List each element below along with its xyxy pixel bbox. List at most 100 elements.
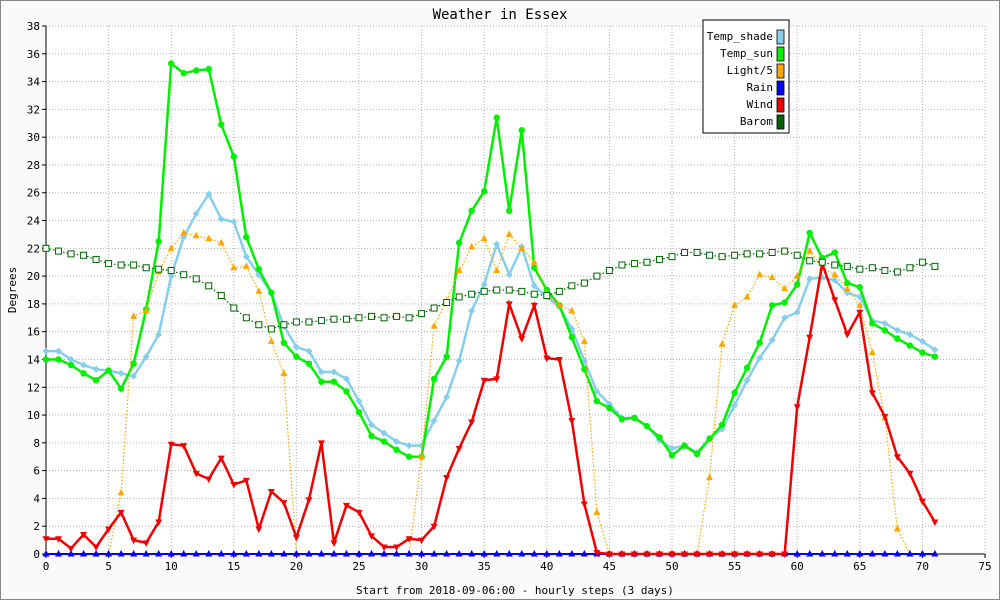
data-point <box>67 355 75 363</box>
data-point <box>580 501 588 508</box>
y-tick-label: 4 <box>33 492 40 505</box>
data-point <box>368 312 376 320</box>
data-point <box>843 331 851 339</box>
data-point <box>768 336 776 344</box>
data-point <box>117 385 125 392</box>
data-point <box>443 475 451 482</box>
data-point <box>706 473 714 481</box>
data-point <box>217 215 225 223</box>
data-point <box>580 337 588 344</box>
data-point <box>142 540 150 547</box>
data-point <box>317 317 325 325</box>
data-point <box>167 272 175 280</box>
data-point <box>856 284 863 291</box>
data-point <box>806 257 814 265</box>
data-point <box>756 270 764 278</box>
data-point <box>918 498 926 506</box>
data-point <box>267 325 275 333</box>
data-point <box>844 279 851 287</box>
data-point <box>67 545 75 553</box>
data-point <box>393 437 401 445</box>
data-point <box>380 550 388 557</box>
data-point <box>493 550 501 557</box>
data-point <box>180 550 188 557</box>
y-tick-label: 18 <box>27 298 40 311</box>
y-tick-label: 20 <box>27 270 40 283</box>
data-point <box>80 550 88 557</box>
data-point <box>230 550 238 557</box>
data-point <box>756 250 764 258</box>
data-point <box>418 452 426 460</box>
data-point <box>42 550 50 557</box>
data-point <box>355 397 363 405</box>
data-point <box>180 70 187 77</box>
data-point <box>305 497 313 504</box>
y-tick-label: 16 <box>27 326 40 339</box>
y-tick-label: 0 <box>33 548 40 561</box>
chart-title: Weather in Essex <box>433 7 568 23</box>
data-point <box>205 476 213 483</box>
data-point <box>530 258 538 265</box>
data-point <box>280 369 288 376</box>
data-point <box>781 299 788 306</box>
data-point <box>693 248 701 256</box>
x-tick-label: 20 <box>290 560 303 573</box>
data-point <box>280 321 288 329</box>
data-point <box>743 364 751 372</box>
data-point <box>505 550 513 557</box>
data-point <box>781 247 789 255</box>
data-point <box>518 287 526 295</box>
data-point <box>718 340 726 347</box>
y-tick-label: 26 <box>27 187 40 200</box>
legend-swatch <box>776 46 785 62</box>
data-point <box>405 314 413 322</box>
data-point <box>643 551 651 558</box>
data-point <box>618 551 626 558</box>
data-point <box>342 550 350 557</box>
data-point <box>267 488 275 496</box>
data-point <box>706 251 714 259</box>
data-point <box>518 244 526 251</box>
data-point <box>405 536 413 543</box>
data-point <box>167 267 175 275</box>
data-point <box>80 361 88 369</box>
data-point <box>80 532 88 539</box>
data-point <box>330 315 338 323</box>
data-point <box>781 551 789 558</box>
data-point <box>868 348 876 356</box>
data-point <box>505 230 513 237</box>
data-point <box>80 251 88 259</box>
data-point <box>142 353 150 361</box>
data-point <box>380 314 388 322</box>
data-point <box>267 550 275 557</box>
data-point <box>568 306 576 314</box>
data-point <box>681 248 689 256</box>
data-point <box>455 445 463 453</box>
data-point <box>530 282 538 290</box>
data-point <box>342 502 350 510</box>
data-point <box>831 249 838 256</box>
x-tick-label: 35 <box>478 560 491 573</box>
data-point <box>168 60 175 67</box>
data-point <box>606 404 613 412</box>
data-point <box>393 550 401 557</box>
data-point <box>681 551 689 558</box>
data-point <box>918 337 926 345</box>
data-point <box>743 250 751 258</box>
data-point <box>192 231 200 239</box>
y-tick-label: 2 <box>33 520 40 533</box>
x-tick-label: 65 <box>853 560 866 573</box>
legend-label: Barom <box>740 115 773 128</box>
data-point <box>205 65 212 73</box>
data-point <box>756 354 764 362</box>
data-point <box>330 378 338 385</box>
data-point <box>155 238 162 245</box>
data-point <box>342 315 350 323</box>
data-point <box>906 342 914 349</box>
data-point <box>330 368 338 376</box>
data-point <box>142 264 150 272</box>
data-point <box>243 234 250 241</box>
data-point <box>743 551 751 558</box>
data-point <box>480 550 488 557</box>
data-point <box>919 349 926 356</box>
